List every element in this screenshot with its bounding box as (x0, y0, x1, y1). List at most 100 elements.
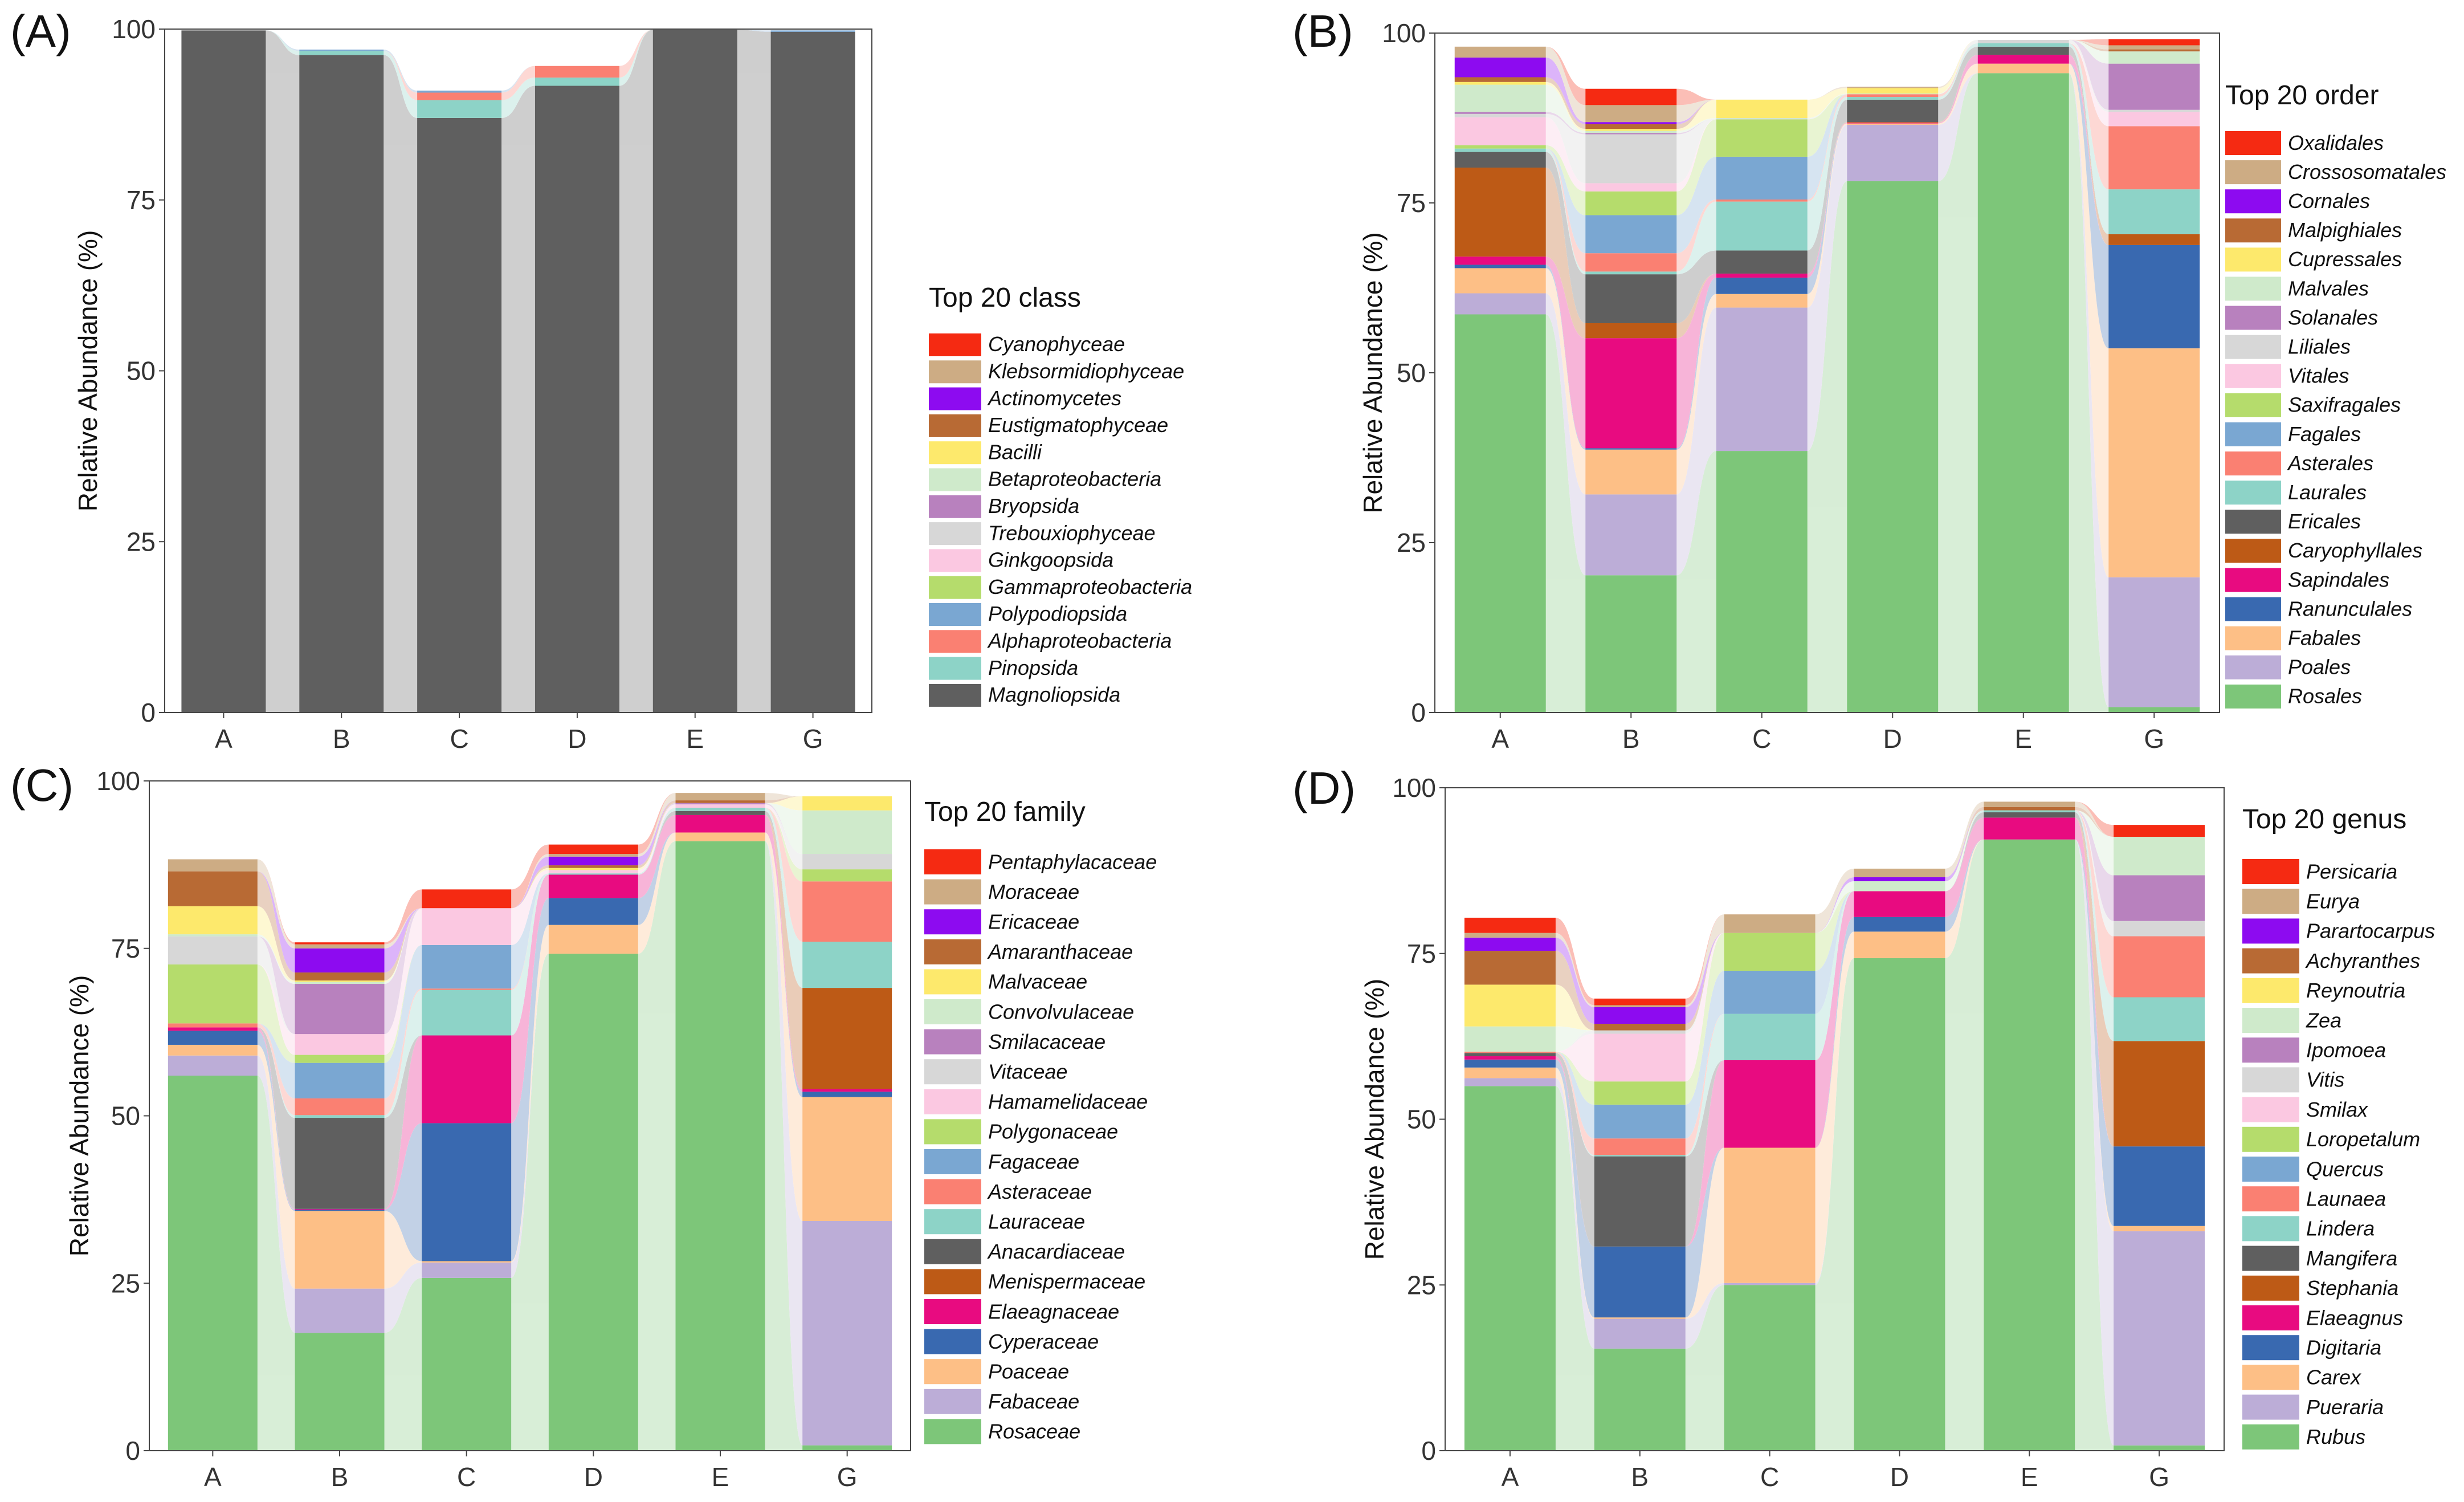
bar-segment (1464, 1056, 1556, 1060)
bar-segment (1454, 112, 1546, 114)
legend-swatch (2242, 948, 2299, 974)
bar-segment (168, 871, 258, 906)
bar-segment (1585, 215, 1677, 254)
bar-segment (2114, 936, 2205, 998)
legend-swatch (2225, 626, 2281, 650)
bar-segment (1594, 1007, 1686, 1024)
legend-swatch (929, 441, 981, 465)
bar-segment (168, 1023, 258, 1028)
plot-area (149, 781, 911, 1451)
legend-label: Stephania (2306, 1276, 2398, 1300)
flow-liliales (1807, 94, 1847, 120)
bar-segment (1847, 99, 1939, 123)
bar-segment (1464, 1051, 1556, 1053)
bar-layer (168, 793, 892, 1451)
flow-polygonaceae (384, 945, 422, 1063)
legend-label: Rosaceae (988, 1420, 1080, 1443)
legend-label: Liliales (2288, 335, 2351, 358)
bar-segment (2108, 577, 2200, 707)
legend-swatch (924, 1239, 981, 1264)
legend-swatch (2225, 247, 2281, 272)
x-tick-label: B (333, 724, 350, 754)
legend-label: Crossosomatales (2288, 160, 2446, 184)
bar-segment (1847, 124, 1939, 181)
bar-segment (1716, 200, 1808, 202)
legend-label: Asterales (2287, 451, 2373, 475)
bar-segment (2114, 1231, 2205, 1446)
flow-ericaceae (384, 908, 422, 973)
bar-segment (1854, 868, 1945, 878)
legend-title: Top 20 family (924, 797, 1086, 827)
legend-label: Klebsormidiophyceae (988, 360, 1184, 383)
legend-swatch (2225, 422, 2281, 446)
flow-zea (1555, 1026, 1594, 1052)
legend-swatch (929, 630, 981, 653)
flow-rosales (2069, 73, 2109, 713)
bar-segment (295, 972, 385, 981)
flow-rosaceae (257, 1076, 295, 1451)
flow-malvaceae (765, 796, 803, 811)
bar-segment (1716, 451, 1808, 713)
legend-swatch (2225, 189, 2281, 214)
bar-segment (295, 1063, 385, 1098)
legend-swatch (2225, 276, 2281, 301)
flow-polypodiopsida (384, 49, 418, 93)
legend-swatch (2225, 306, 2281, 330)
x-tick-label: G (2149, 1462, 2169, 1492)
flow-launaea (1555, 1051, 1594, 1155)
legend-label: Vitales (2288, 364, 2349, 388)
legend-label: Smilacaceae (988, 1030, 1105, 1053)
legend-swatch (2242, 1394, 2299, 1420)
bar-segment (1977, 55, 2069, 64)
panel-3: (C) 0 25 50 75 100 A B C D E G Relative Abundance (%… (10, 760, 1157, 1492)
legend-label: Fagales (2288, 422, 2361, 446)
bar-segment (1594, 1318, 1686, 1349)
flow-convolvulaceae (765, 803, 803, 854)
bar-segment (1594, 1317, 1686, 1319)
bar-segment (295, 1055, 385, 1063)
flow-malvales (1545, 84, 1586, 133)
legend-swatch (2225, 481, 2281, 505)
flow-elaeagnus (1815, 891, 1854, 1148)
flow-carex (1815, 931, 1854, 1283)
legend-label: Actinomycetes (987, 386, 1121, 410)
flow-eurya (2075, 801, 2114, 837)
panel-4: (D) 0 25 50 75 100 A B C D E G Relative Abundance (%… (1292, 763, 2435, 1492)
flow-caryophyllales (1938, 55, 1978, 123)
legend-label: Launaea (2306, 1187, 2386, 1211)
bar-segment (1716, 273, 1808, 278)
bar-segment (168, 964, 258, 1024)
x-tick-label: B (1622, 724, 1640, 754)
x-tick-label: D (568, 724, 586, 754)
bar-segment (1585, 183, 1677, 192)
legend-label: Vitaceae (988, 1060, 1067, 1084)
legend-swatch (924, 939, 981, 964)
panel-2: (B) 0 25 50 75 100 A B C D E G Relative Abundance (%… (1292, 6, 2446, 754)
bar-segment (1854, 891, 1945, 917)
flow-lauraceae (511, 873, 549, 1036)
flow-convolvulaceae (384, 908, 422, 984)
bar-segment (2114, 1041, 2205, 1147)
flow-crossosomatales (2069, 39, 2109, 50)
legend-swatch (2225, 510, 2281, 534)
bar-segment (422, 990, 512, 1036)
legend-title: Top 20 genus (2242, 804, 2406, 835)
bar-segment (2108, 51, 2200, 64)
bar-segment (802, 1092, 892, 1097)
flow-oxalidales (1676, 88, 1716, 105)
bar-segment (1454, 264, 1546, 268)
flow-ericales (1807, 99, 1847, 274)
panel-label: (C) (10, 760, 74, 811)
bar-segment (168, 1031, 258, 1045)
flow-cornales (1545, 57, 1586, 124)
legend-swatch (924, 849, 981, 874)
flow-anacardiaceae (638, 811, 676, 875)
y-tick-label: 75 (1407, 939, 1436, 968)
flow-rosales (1545, 314, 1586, 713)
legend-swatch (2242, 1186, 2299, 1212)
flow-smilax (1685, 933, 1724, 1082)
bar-segment (548, 865, 638, 868)
flow-rosaceae (384, 1277, 422, 1451)
bar-segment (1724, 914, 1816, 933)
